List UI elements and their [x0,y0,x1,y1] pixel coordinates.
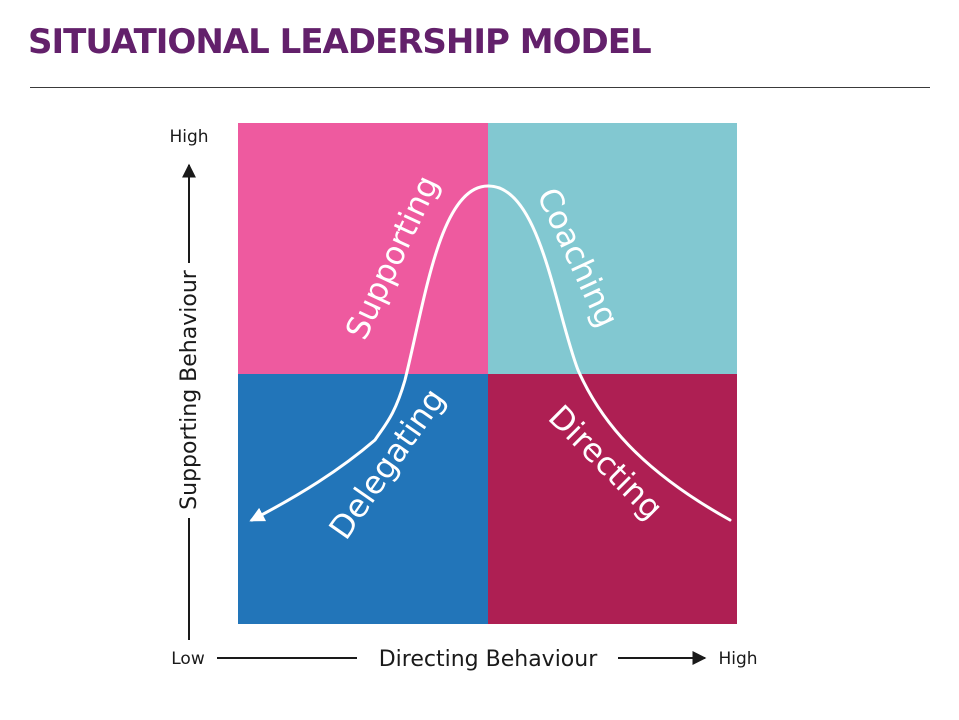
x-axis-low-label: Low [171,649,205,669]
y-axis-title: Supporting Behaviour [177,269,202,510]
y-axis-high-label: High [169,127,208,147]
quadrant-delegating [238,374,488,624]
quadrant-directing [488,374,737,624]
page-title: SITUATIONAL LEADERSHIP MODEL [28,22,652,62]
quadrant-supporting [238,123,488,374]
x-axis-high-label: High [718,649,757,669]
title-divider [30,87,930,88]
quadrant-coaching [488,123,737,374]
leadership-curve [249,184,732,522]
x-axis-title: Directing Behaviour [379,647,598,672]
